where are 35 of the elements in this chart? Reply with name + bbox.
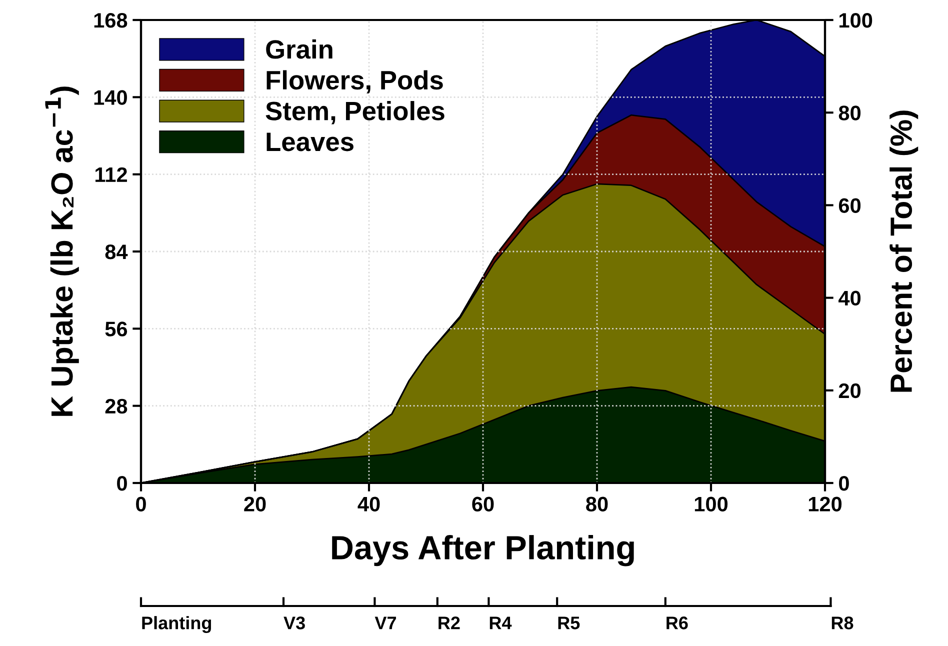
- y-axis-title: K Uptake (lb K₂O ac$^{−1}$): [45, 86, 79, 416]
- x-tick-label: 80: [586, 496, 608, 512]
- y-tick-label: 56: [105, 322, 128, 336]
- ref-line-label: R8: [832, 616, 854, 630]
- ref-line-label: R5: [558, 616, 580, 630]
- y2-tick-label: 60: [838, 198, 861, 213]
- legend-label: Leaves: [266, 132, 354, 152]
- x-tick-label: 20: [244, 496, 266, 512]
- y2-tick-label: 100: [840, 13, 872, 28]
- ref-line-label: Planting: [142, 616, 212, 633]
- x-tick-label: 100: [694, 496, 728, 512]
- y2-tick-label: 40: [838, 290, 861, 306]
- x-axis-title: Days After Planting: [332, 535, 634, 566]
- legend-label: Grain: [266, 39, 332, 59]
- x-tick-label: 120: [808, 496, 842, 512]
- x-tick-label: 40: [358, 496, 380, 512]
- y2-tick-label: 0: [839, 476, 849, 491]
- y-tick-label: 168: [94, 13, 128, 28]
- y-tick-label: 84: [105, 244, 128, 260]
- y2-tick-label: 80: [838, 106, 861, 120]
- y-tick-label: 112: [96, 167, 127, 182]
- x-tick-label: 60: [472, 496, 494, 512]
- y-tick-label: 140: [94, 90, 127, 105]
- y2-axis-title: Percent of Total (%): [890, 110, 918, 392]
- ref-line-label: R6: [666, 616, 688, 630]
- legend-label: Stem, Petioles: [266, 101, 444, 124]
- legend-label: Flowers, Pods: [266, 70, 443, 94]
- y-tick-label: 28: [105, 398, 128, 414]
- y-tick-label: 0: [117, 476, 127, 491]
- y2-tick-label: 20: [838, 383, 861, 398]
- ref-line-label: V7: [374, 616, 396, 630]
- ref-line-label: R4: [490, 616, 512, 630]
- ref-line-label: V3: [284, 616, 305, 630]
- ref-line-label: R2: [438, 616, 460, 630]
- x-tick-label: 0: [136, 496, 146, 512]
